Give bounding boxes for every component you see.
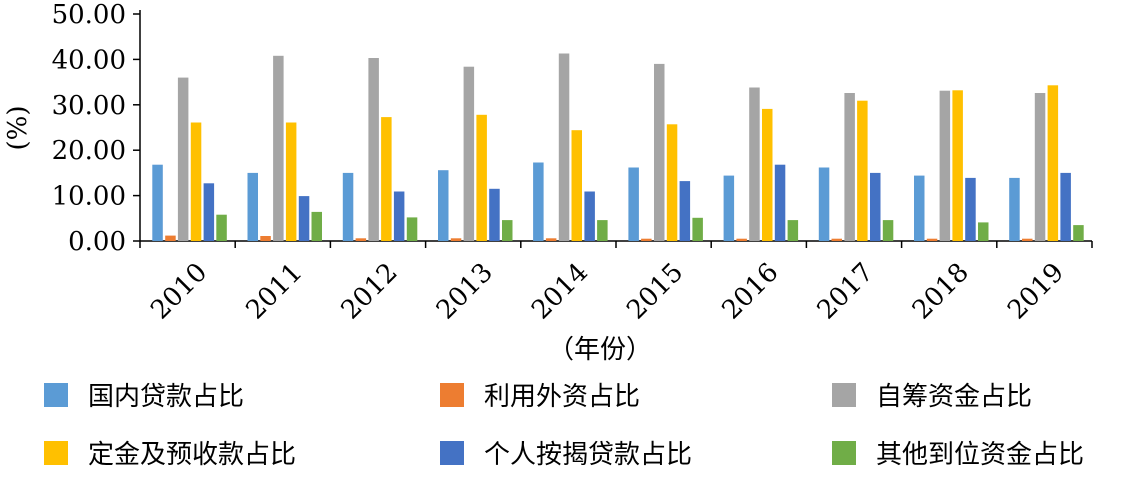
legend-swatch: [832, 441, 856, 465]
legend-label: 自筹资金占比: [876, 382, 1032, 412]
bar: [818, 167, 830, 241]
bar: [463, 66, 475, 241]
x-tick-label: 2017: [812, 257, 880, 325]
y-tick-label: 0.00: [68, 227, 126, 257]
bar: [939, 90, 951, 241]
bar: [831, 238, 842, 241]
bar: [628, 167, 639, 241]
x-tick-label: 2016: [716, 257, 784, 325]
bar: [1047, 85, 1059, 241]
bar: [260, 236, 271, 241]
bar: [438, 170, 449, 241]
legend-swatch: [44, 441, 68, 465]
bar: [787, 220, 799, 241]
bar: [203, 183, 215, 241]
y-tick-label: 20.00: [52, 136, 126, 166]
bar: [723, 175, 735, 241]
x-tick-label: 2010: [145, 257, 213, 325]
bar: [762, 108, 773, 242]
legend-label: 个人按揭贷款占比: [484, 440, 692, 470]
bar: [298, 196, 310, 241]
bar: [285, 122, 297, 241]
bar: [654, 63, 665, 242]
bar: [1034, 93, 1046, 241]
legend-label: 国内贷款占比: [88, 382, 244, 412]
bar: [679, 181, 691, 241]
bar: [342, 172, 354, 241]
y-tick-label: 40.00: [52, 45, 126, 75]
x-tick-label: 2011: [240, 257, 308, 325]
legend-swatch: [440, 441, 464, 465]
bar: [857, 100, 868, 241]
bar: [489, 188, 500, 241]
legend-swatch: [440, 383, 464, 407]
bar: [393, 191, 405, 241]
bar: [666, 124, 678, 241]
bars: [152, 53, 1084, 242]
bar: [952, 90, 963, 241]
bar: [641, 238, 652, 241]
bar: [736, 238, 747, 241]
bar: [571, 130, 582, 241]
x-tick-label: 2014: [526, 257, 594, 325]
x-tick-label: 2015: [621, 257, 689, 325]
bar: [1060, 172, 1071, 241]
x-tick-label: 2013: [431, 257, 499, 325]
bar: [450, 238, 462, 241]
bar: [844, 93, 855, 241]
bar: [311, 211, 322, 241]
legend-label: 定金及预收款占比: [88, 440, 296, 470]
bar: [558, 53, 570, 241]
x-tick-label: 2018: [907, 257, 975, 325]
bar: [774, 164, 786, 241]
bar: [355, 238, 367, 241]
bar: [190, 122, 202, 241]
bar: [965, 177, 976, 241]
bar: [1009, 177, 1020, 241]
bar: [533, 162, 544, 241]
bar: [273, 55, 284, 241]
bar: [926, 238, 938, 241]
bar: [177, 77, 189, 241]
bar: [406, 217, 418, 241]
bar: [870, 172, 881, 241]
bar: [914, 175, 925, 241]
bar: [749, 87, 760, 241]
x-tick-label: 2019: [1002, 257, 1070, 325]
y-tick-label: 10.00: [52, 182, 126, 212]
bar: [368, 58, 379, 241]
y-axis-label: (%): [3, 106, 33, 151]
bar: [597, 220, 608, 241]
bar: [216, 214, 227, 241]
y-tick-label: 30.00: [52, 91, 126, 121]
bar: [247, 172, 258, 241]
bar: [152, 164, 163, 241]
y-tick-label: 50.00: [52, 0, 126, 30]
bar: [978, 222, 989, 241]
bar: [1073, 225, 1084, 241]
bar: [476, 114, 487, 241]
x-tick-label: 2012: [336, 257, 404, 325]
bar: [1022, 238, 1033, 241]
x-axis-label: （年份）: [548, 335, 652, 365]
legend-swatch: [832, 383, 856, 407]
legend-label: 其他到位资金占比: [876, 440, 1084, 470]
bar: [692, 217, 703, 241]
bar: [584, 191, 595, 241]
legend-label: 利用外资占比: [484, 382, 640, 412]
bar: [502, 220, 513, 241]
y-tick-labels: 0.00 10.00 20.00 30.00 40.00 50.00: [52, 0, 126, 257]
x-tick-labels: 2010 2011 2012 2013 2014 2015 2016 2017 2018 2019: [145, 257, 1070, 325]
bar: [165, 235, 176, 241]
bar: [545, 238, 557, 241]
bar: [381, 117, 392, 241]
legend-swatch: [44, 383, 68, 407]
bar: [882, 220, 894, 241]
